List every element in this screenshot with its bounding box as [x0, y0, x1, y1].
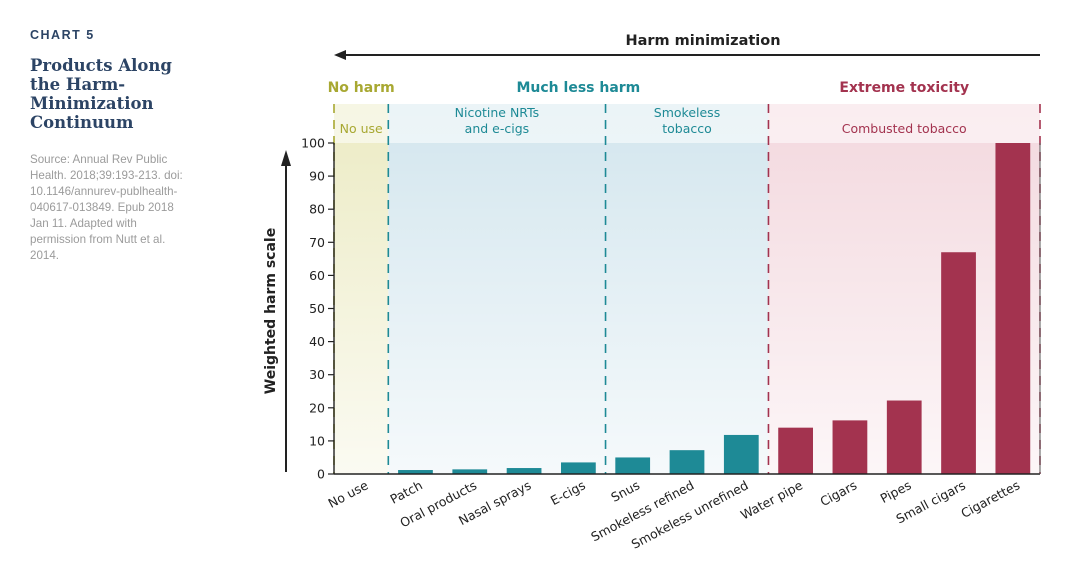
- chart-heading: Harm minimization: [625, 33, 780, 49]
- bar-snus: [615, 457, 651, 474]
- region-label-line: Combusted tobacco: [842, 121, 967, 136]
- y-tick-label: 20: [309, 400, 325, 415]
- region-label-line: No use: [340, 121, 383, 136]
- bar-nasal-sprays: [506, 468, 542, 474]
- sidebar: CHART 5 Products Along the Harm-Minimiza…: [30, 28, 195, 264]
- harm-level-none: No harm: [328, 80, 395, 96]
- bar-e-cigs: [561, 462, 596, 474]
- region-label-no-use: No use: [340, 121, 383, 136]
- harm-arrow-head-icon: [334, 50, 346, 60]
- y-axis-title: Weighted harm scale: [263, 228, 279, 394]
- x-tick-label-pipes: Pipes: [878, 477, 914, 506]
- y-tick-label: 70: [309, 235, 325, 250]
- bar-water-pipe: [778, 427, 813, 474]
- region-label-smokeless: Smokeless tobacco: [654, 105, 720, 136]
- bar-cigarettes: [995, 143, 1031, 474]
- y-tick-label: 0: [317, 467, 325, 482]
- y-axis-ticks: 0 10 20 30 40 50 60 70 80 90 100: [301, 136, 334, 482]
- bar-pipes: [886, 400, 922, 474]
- region-label-nrt: Nicotine NRTs and e-cigs: [455, 105, 540, 136]
- x-tick-label-e-cigs: E-cigs: [548, 477, 588, 508]
- harm-level-extreme: Extreme toxicity: [839, 80, 969, 96]
- y-tick-label: 30: [309, 367, 325, 382]
- background-fade: [334, 104, 1040, 474]
- y-tick-label: 50: [309, 301, 325, 316]
- y-arrow-head-icon: [281, 150, 291, 166]
- harm-level-less: Much less harm: [516, 80, 640, 96]
- region-label-line: Nicotine NRTs: [455, 105, 540, 120]
- x-tick-label-water-pipe: Water pipe: [738, 477, 805, 522]
- chart-number-label: CHART 5: [30, 28, 95, 42]
- x-tick-label-patch: Patch: [388, 477, 425, 506]
- bar-smokeless-unrefined: [723, 434, 759, 474]
- y-tick-label: 90: [309, 169, 325, 184]
- y-tick-label: 100: [301, 136, 325, 151]
- bar-patch: [398, 470, 433, 474]
- x-tick-label-no-use: No use: [325, 477, 370, 511]
- x-tick-label-cigarettes: Cigarettes: [958, 477, 1022, 520]
- y-tick-label: 10: [309, 433, 325, 448]
- region-label-combusted: Combusted tobacco: [842, 121, 967, 136]
- bar-small-cigars: [941, 252, 976, 474]
- bar-cigars: [832, 420, 868, 474]
- y-tick-label: 80: [309, 202, 325, 217]
- x-tick-label-cigars: Cigars: [817, 477, 859, 509]
- bar-oral-products: [452, 469, 488, 474]
- region-label-line: and e-cigs: [465, 121, 529, 136]
- bars: [398, 143, 1031, 474]
- region-label-line: tobacco: [662, 121, 712, 136]
- bar-smokeless-refined: [669, 450, 705, 474]
- harm-header: Harm minimization No harm Much less harm Ex…: [328, 33, 1040, 136]
- chart-title: Products Along the Harm-Minimization Con…: [30, 56, 172, 132]
- chart-source-note: Source: Annual Rev Public Health. 2018;3…: [30, 153, 183, 262]
- x-tick-label-snus: Snus: [608, 477, 642, 504]
- y-tick-label: 60: [309, 268, 325, 283]
- y-tick-label: 40: [309, 334, 325, 349]
- axes: Weighted harm scale: [263, 143, 1041, 475]
- region-label-line: Smokeless: [654, 105, 720, 120]
